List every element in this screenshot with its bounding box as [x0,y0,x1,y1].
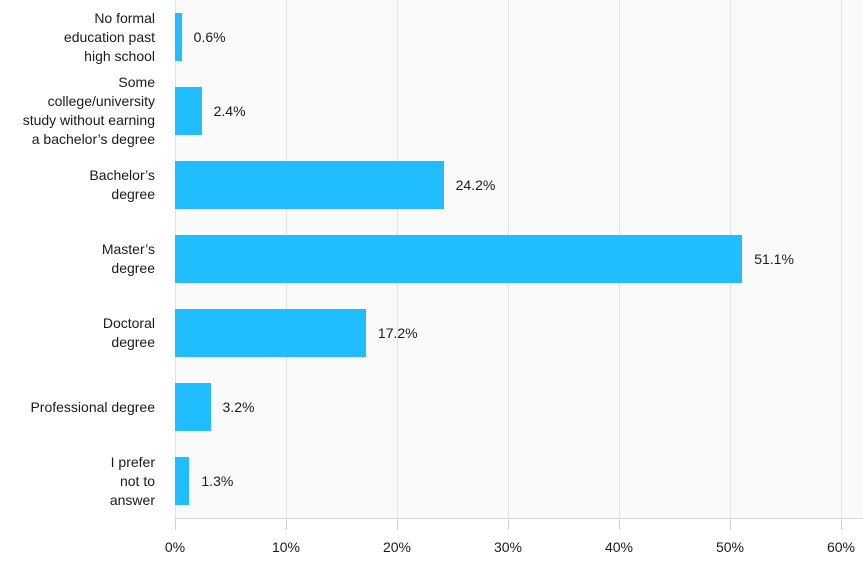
x-axis: 0% 10% 20% 30% 40% 50% 60% [165,518,863,568]
bar [175,235,743,283]
bar-value-label: 17.2% [377,325,418,341]
bar-row: 3.2% [175,370,863,444]
x-tick [730,519,731,530]
x-tick [619,519,620,530]
x-tick-label: 30% [493,539,523,555]
category-label: Bachelor’s degree [89,167,155,202]
x-tick [508,519,509,530]
category-label: Professional degree [30,398,155,415]
category-label: Doctoral degree [102,315,155,350]
bar [175,383,211,431]
bar-row: 1.3% [175,444,863,518]
bar-row: 0.6% [175,0,863,74]
bar [175,87,202,135]
bar [175,457,190,505]
category-label: Some college/university study without ea… [22,74,155,147]
x-tick-label: 20% [382,539,412,555]
x-tick [397,519,398,530]
bar-value-label: 0.6% [193,29,226,45]
x-tick-label: 50% [715,539,745,555]
bar [175,13,182,61]
bar-value-label: 3.2% [222,399,255,415]
category-label: I prefer not to answer [109,453,155,508]
gridline [841,0,842,518]
bar-value-label: 1.3% [201,473,234,489]
plot-area: 0.6% 2.4% 24.2% 51.1% 17.2% 3.2% 1.3% [175,0,863,518]
category-label: Master’s degree [101,241,155,276]
bar [175,161,444,209]
x-tick-label: 10% [271,539,301,555]
y-axis-category-labels: No formal education past high school Some… [0,0,175,568]
x-tick-label: 60% [826,539,856,555]
bar-row: 24.2% [175,148,863,222]
bar [175,309,366,357]
x-tick [841,519,842,530]
bar-value-label: 2.4% [213,103,246,119]
bar-row: 2.4% [175,74,863,148]
bar-row: 17.2% [175,296,863,370]
x-tick [175,519,176,530]
category-label: No formal education past high school [63,9,155,64]
bar-value-label: 24.2% [455,177,496,193]
x-tick-label: 40% [604,539,634,555]
bar-row: 51.1% [175,222,863,296]
x-tick-label: 0% [164,539,186,555]
bar-value-label: 51.1% [754,251,794,267]
plot-wrap: 0.6% 2.4% 24.2% 51.1% 17.2% 3.2% 1.3% 0% 10% 20%… [165,0,863,568]
x-tick [286,519,287,530]
